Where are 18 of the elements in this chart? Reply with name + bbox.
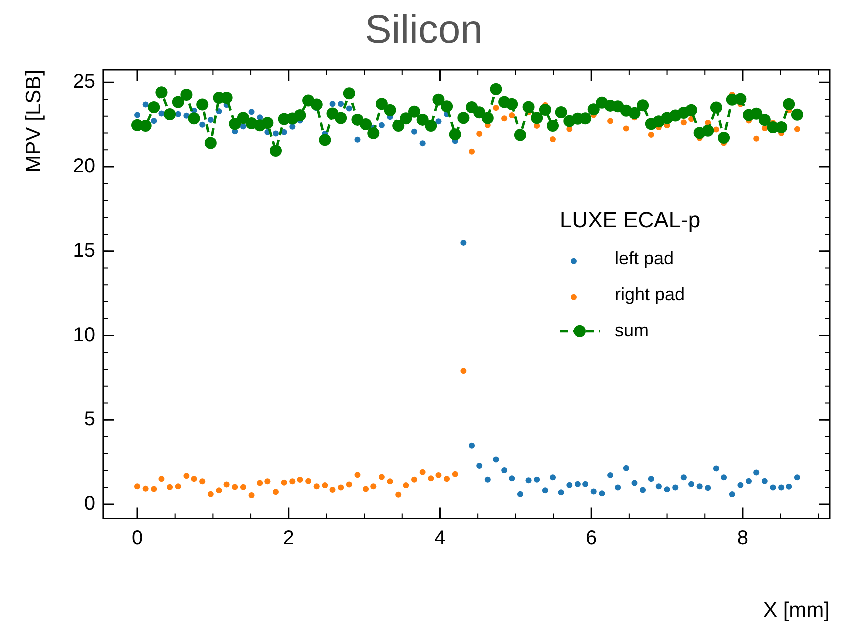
x-tick-label: 0 — [132, 527, 144, 550]
x-axis-title: X [mm] — [764, 599, 830, 622]
legend-label: right pad — [615, 284, 686, 304]
chart-title: Silicon — [365, 8, 483, 52]
y-axis-title: MPV [LSB] — [22, 70, 46, 173]
y-tick-label: 25 — [73, 71, 96, 94]
y-tick-label: 5 — [84, 408, 96, 431]
x-tick-label: 2 — [283, 527, 294, 550]
x-tick-label: 6 — [586, 527, 598, 550]
legend-title: LUXE ECAL-p — [560, 207, 701, 232]
y-tick-label: 20 — [73, 156, 96, 178]
y-tick-label: 10 — [73, 324, 96, 346]
legend-label: sum — [615, 320, 650, 340]
legend-label: left pad — [615, 248, 674, 268]
y-tick-label: 0 — [84, 492, 96, 515]
y-tick-label: 15 — [73, 240, 96, 262]
x-tick-label: 4 — [434, 527, 446, 550]
x-tick-label: 8 — [737, 527, 749, 550]
